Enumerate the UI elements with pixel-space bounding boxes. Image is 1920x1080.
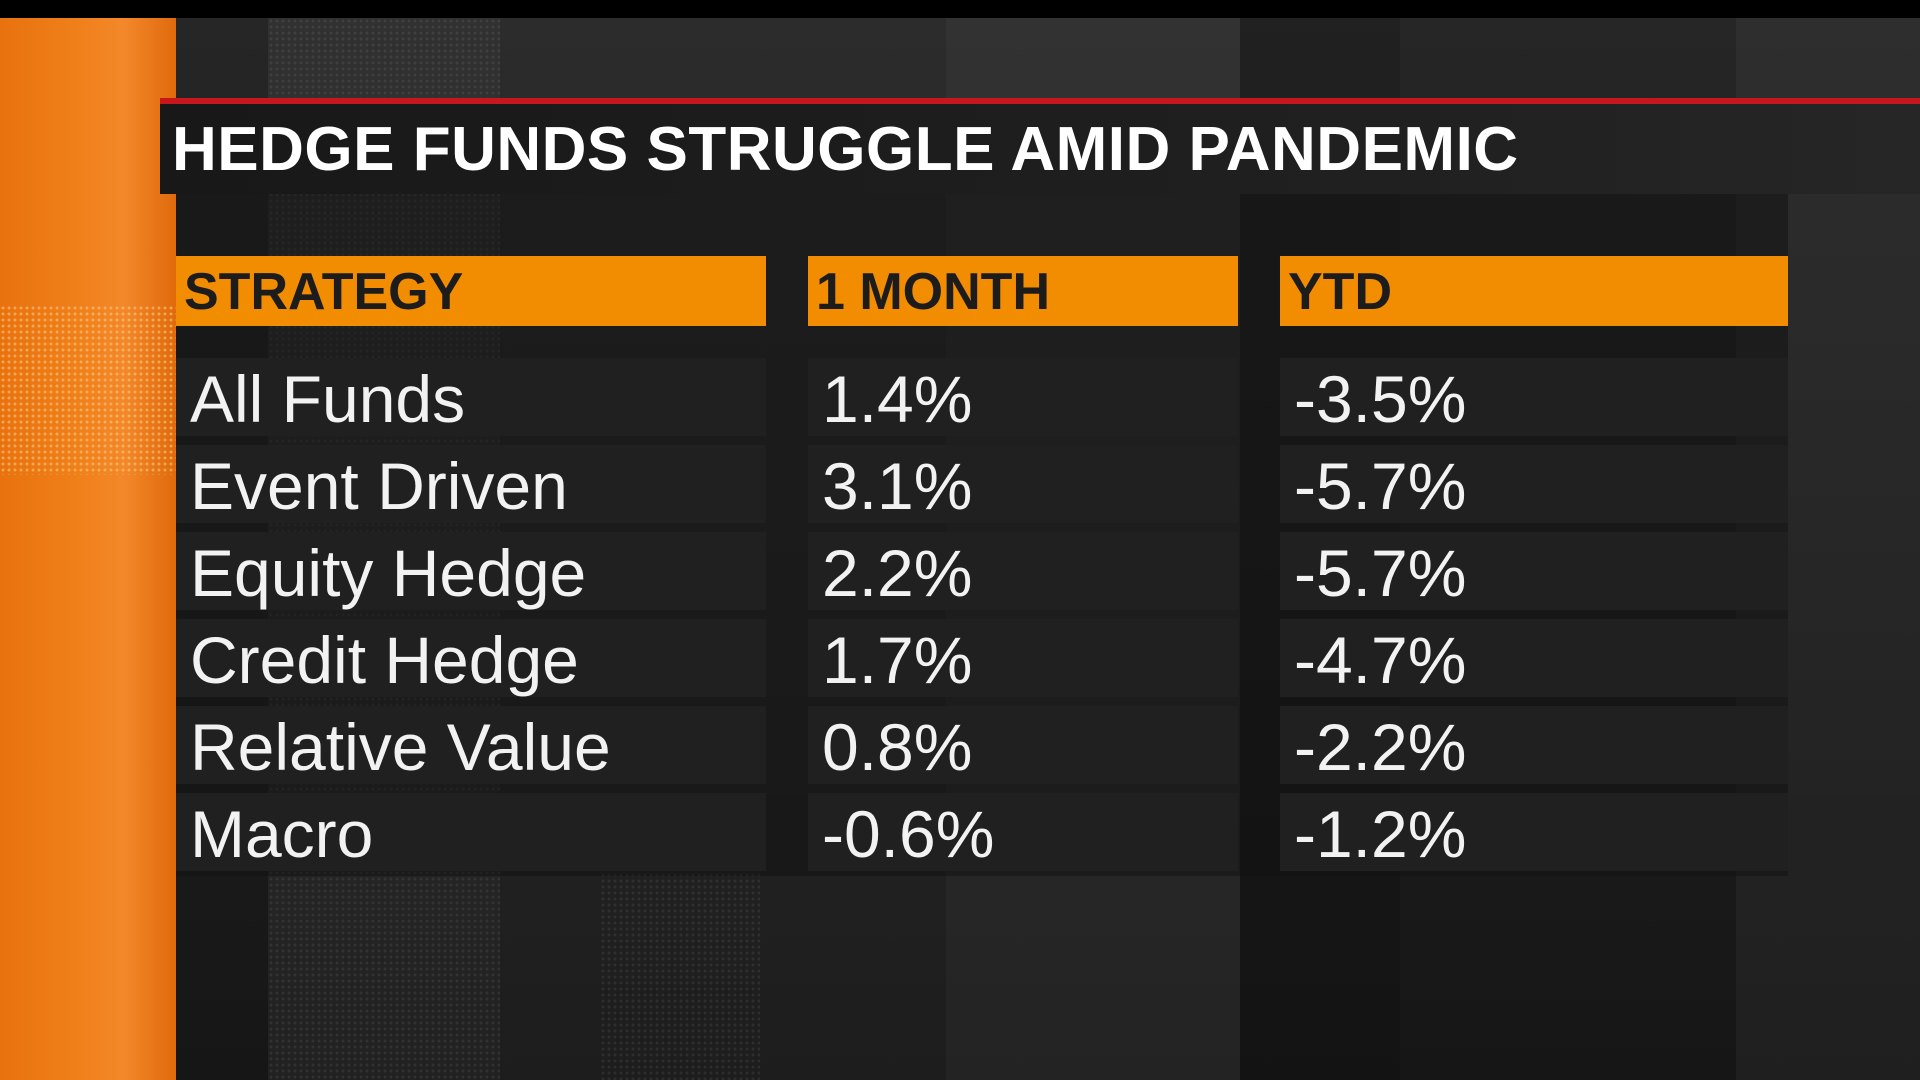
table-cell-ytd: -1.2%: [1280, 793, 1788, 871]
table-cell-ytd: -4.7%: [1280, 619, 1788, 697]
table-cell-one-month: 3.1%: [808, 445, 1238, 523]
table-cell-ytd: -5.7%: [1280, 445, 1788, 523]
chart-title: HEDGE FUNDS STRUGGLE AMID PANDEMIC: [172, 115, 1519, 184]
table-cell-one-month: 0.8%: [808, 706, 1238, 784]
row-label-cell: Credit Hedge: [176, 619, 766, 697]
row-label-cell: Macro: [176, 793, 766, 871]
table-cell-ytd: -2.2%: [1280, 706, 1788, 784]
row-label-cell: All Funds: [176, 358, 766, 436]
table-cell-ytd: -3.5%: [1280, 358, 1788, 436]
table-cell-one-month: -0.6%: [808, 793, 1238, 871]
table-cell-ytd: -5.7%: [1280, 532, 1788, 610]
column-header-one-month: 1 MONTH: [808, 256, 1238, 326]
table-cell-one-month: 2.2%: [808, 532, 1238, 610]
background-texture-panel: [600, 860, 760, 1080]
row-label-cell: Relative Value: [176, 706, 766, 784]
table-cell-one-month: 1.7%: [808, 619, 1238, 697]
title-band: [160, 104, 1920, 194]
top-letterbox-bar: [0, 0, 1920, 18]
row-label-cell: Event Driven: [176, 445, 766, 523]
orange-side-strip: [0, 18, 176, 1080]
column-header-strategy: STRATEGY: [176, 256, 766, 326]
row-label-cell: Equity Hedge: [176, 532, 766, 610]
table-cell-one-month: 1.4%: [808, 358, 1238, 436]
column-header-ytd: YTD: [1280, 256, 1788, 326]
title-red-rule: [160, 98, 1920, 104]
orange-strip-texture: [0, 305, 176, 475]
